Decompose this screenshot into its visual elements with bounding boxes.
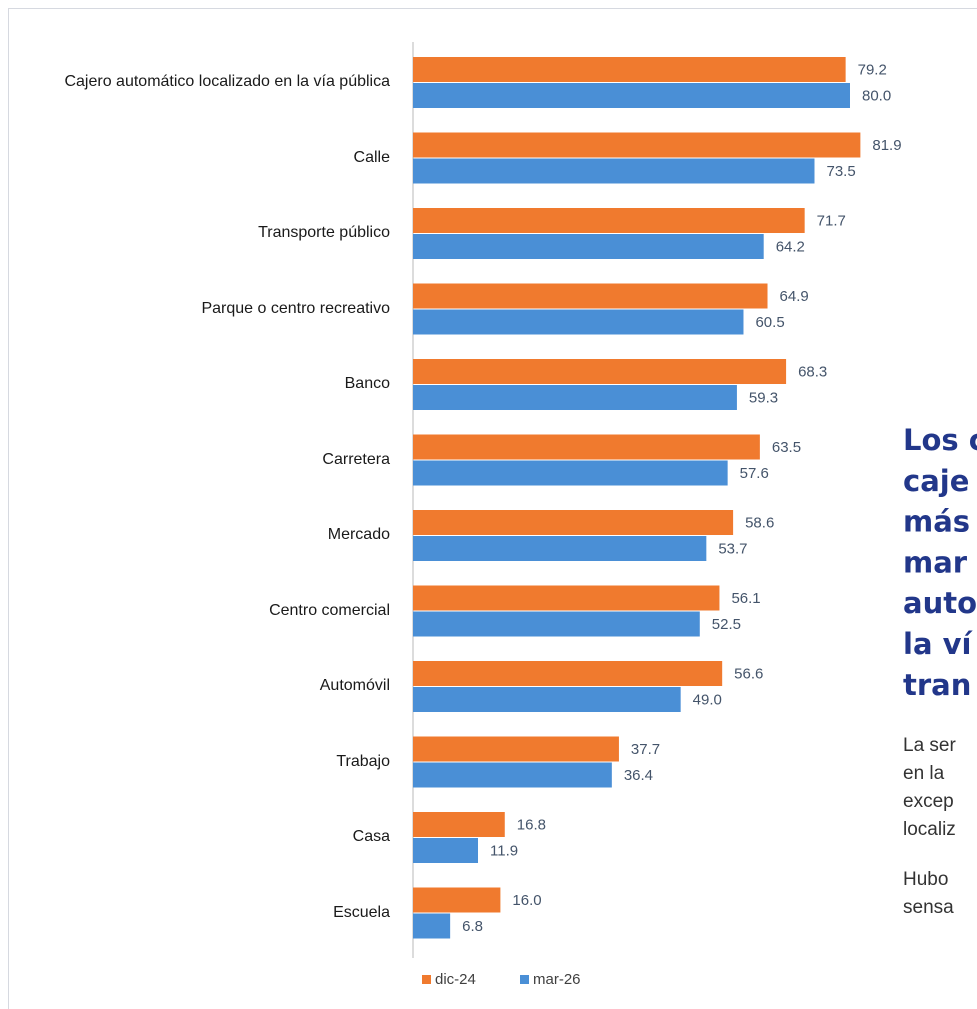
category-label: Carretera [322, 450, 390, 468]
body-line: Hubo [903, 869, 948, 890]
bar [413, 611, 700, 637]
bar [413, 812, 505, 837]
bar [413, 887, 501, 913]
category-label: Parque o centro recreativo [201, 299, 390, 317]
bar [413, 687, 681, 712]
value-label: 68.3 [798, 363, 827, 380]
bar [413, 585, 720, 611]
value-label: 71.7 [817, 212, 846, 229]
bar [413, 309, 744, 335]
bar [413, 838, 479, 863]
bar [413, 736, 619, 762]
value-label: 11.9 [490, 842, 518, 859]
value-label: 57.6 [740, 465, 769, 482]
category-label: Automóvil [319, 677, 390, 694]
value-label: 56.6 [734, 665, 763, 682]
legend-swatch [422, 975, 431, 984]
bar [413, 762, 612, 788]
bar [413, 83, 850, 108]
bar [413, 283, 768, 309]
category-label: Mercado [327, 526, 390, 543]
bar [413, 460, 728, 486]
bar [413, 913, 451, 939]
headline-line: más [903, 505, 970, 539]
body-line: localiz [903, 819, 956, 840]
headline-line: mar [903, 545, 968, 579]
value-label: 6.8 [462, 918, 483, 935]
category-label: Escuela [333, 903, 390, 921]
bar [413, 385, 737, 410]
legend-label: mar-26 [533, 971, 581, 988]
bar [413, 661, 723, 686]
value-label: 36.4 [624, 767, 653, 784]
value-label: 73.5 [826, 163, 855, 180]
headline-line: auto [903, 586, 977, 620]
headline-line: caje [903, 464, 969, 498]
bar [413, 536, 707, 561]
value-label: 81.9 [872, 137, 901, 154]
bar [413, 208, 805, 233]
value-label: 53.7 [718, 540, 747, 557]
category-label: Casa [352, 828, 390, 845]
bar [413, 510, 734, 535]
bar [413, 132, 861, 158]
category-label: Cajero automático localizado en la vía p… [64, 73, 390, 90]
value-label: 60.5 [755, 314, 784, 331]
value-label: 16.0 [512, 892, 541, 909]
value-label: 58.6 [745, 514, 774, 531]
legend-label: dic-24 [435, 971, 476, 988]
value-label: 56.1 [731, 590, 760, 607]
value-label: 37.7 [631, 741, 660, 758]
value-label: 80.0 [862, 87, 891, 104]
value-label: 16.8 [517, 816, 546, 833]
category-label: Centro comercial [269, 601, 390, 619]
headline-line: Los c [903, 423, 977, 457]
body-line: en la [903, 763, 945, 784]
value-label: 63.5 [772, 439, 801, 456]
category-label: Banco [344, 375, 390, 392]
category-label: Transporte público [258, 224, 390, 241]
value-label: 79.2 [858, 61, 887, 78]
body-line: La ser [903, 735, 956, 756]
category-label: Trabajo [336, 752, 390, 770]
legend-swatch [520, 975, 529, 984]
value-label: 49.0 [693, 691, 722, 708]
headline-line: la ví [903, 627, 974, 661]
bar [413, 234, 764, 259]
panel-border [8, 8, 977, 1009]
value-label: 59.3 [749, 389, 778, 406]
bar [413, 158, 815, 184]
value-label: 52.5 [712, 616, 741, 633]
value-label: 64.2 [776, 238, 805, 255]
category-label: Calle [353, 148, 390, 166]
value-label: 64.9 [780, 288, 809, 305]
bar [413, 57, 846, 82]
body-line: excep [903, 791, 954, 812]
bar [413, 359, 787, 384]
body-line: sensa [903, 897, 954, 918]
bar [413, 434, 760, 460]
headline-line: tran [903, 668, 971, 702]
